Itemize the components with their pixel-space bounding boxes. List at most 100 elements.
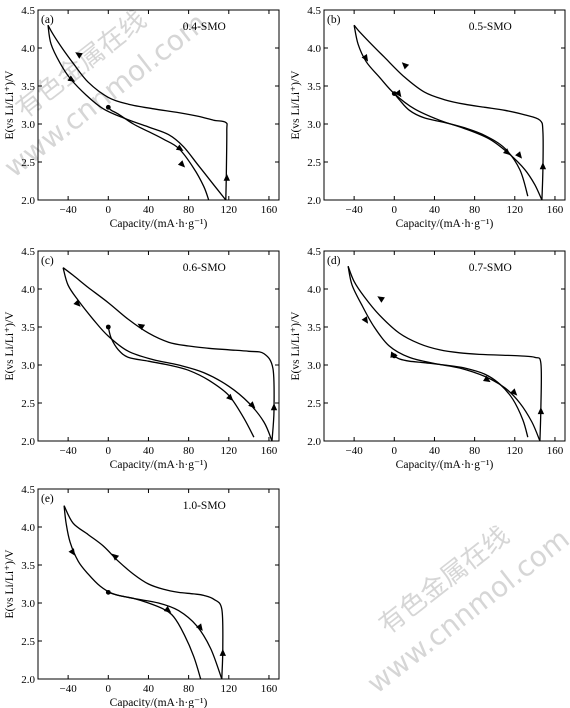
cv-curve-segment — [108, 591, 202, 679]
x-tick-label: 160 — [547, 204, 564, 216]
cv-curve-segment — [62, 267, 275, 441]
direction-arrow — [483, 375, 491, 383]
y-tick-label: 3.5 — [21, 322, 35, 334]
plot-frame — [37, 9, 280, 201]
sample-label: 0.4-SMO — [183, 21, 226, 33]
y-tick-label: 3.0 — [21, 598, 35, 610]
x-tick-label: −40 — [346, 204, 364, 216]
x-tick-label: −40 — [60, 683, 78, 695]
start-point-marker — [391, 91, 397, 96]
sample-label: 0.5-SMO — [469, 21, 512, 33]
y-axis-label: E(vs Li/Li⁺)/V — [290, 311, 302, 381]
cv-curve-segment — [107, 106, 210, 200]
y-tick-label: 4.5 — [307, 5, 321, 17]
y-tick-label: 4.5 — [21, 5, 35, 17]
cv-curve-segment — [63, 505, 223, 679]
y-axis-label: E(vs Li/Li⁺)/V — [4, 311, 16, 381]
chart-panel: −40 0 40 80 120 160 2.0 2.5 3.0 3.5 4.0 4.5 Capacity… — [290, 246, 566, 471]
chart-panel: −40 0 40 80 120 160 2.0 2.5 3.0 3.5 4.0 4.5 Capacity… — [4, 246, 280, 471]
start-point-marker — [105, 104, 111, 110]
y-tick-label: 4.0 — [21, 522, 35, 534]
x-tick-label: 0 — [106, 445, 112, 457]
panel-label: (a) — [41, 14, 54, 26]
cv-curve-segment — [107, 326, 255, 438]
direction-arrow — [401, 62, 410, 70]
direction-arrow — [515, 151, 522, 159]
panel-label: (c) — [41, 255, 54, 267]
x-tick-label: 0 — [106, 204, 112, 216]
start-point-marker — [105, 324, 111, 330]
x-tick-label: 40 — [143, 683, 155, 695]
y-tick-label: 2.5 — [21, 636, 35, 648]
chart-panel: −40 0 40 80 120 160 2.0 2.5 3.0 3.5 4.0 4.5 Capacity… — [4, 5, 280, 230]
cv-curve-segment — [47, 24, 228, 200]
y-tick-label: 2.0 — [307, 436, 321, 448]
x-tick-label: 120 — [507, 445, 524, 457]
x-tick-label: 80 — [183, 683, 195, 695]
direction-arrow — [177, 160, 186, 168]
x-tick-label: 120 — [221, 445, 238, 457]
x-tick-label: 40 — [143, 204, 155, 216]
x-axis-label: Capacity/(mA·h·g⁻¹) — [110, 697, 208, 708]
x-tick-label: 120 — [221, 204, 238, 216]
direction-arrow — [539, 162, 547, 170]
y-tick-label: 3.5 — [21, 560, 35, 572]
panel-label: (b) — [327, 14, 341, 26]
y-tick-label: 4.5 — [307, 246, 321, 258]
y-tick-label: 4.0 — [21, 284, 35, 296]
y-tick-label: 2.0 — [21, 436, 35, 448]
y-tick-label: 4.0 — [307, 284, 321, 296]
y-tick-label: 4.5 — [21, 484, 35, 496]
x-tick-label: 0 — [392, 445, 398, 457]
direction-arrow — [361, 54, 369, 62]
x-tick-label: 160 — [547, 445, 564, 457]
y-axis-label: E(vs Li/Li⁺)/V — [290, 70, 302, 140]
x-tick-label: 160 — [261, 445, 278, 457]
y-axis-label: E(vs Li/Li⁺)/V — [4, 70, 16, 140]
x-axis-label: Capacity/(mA·h·g⁻¹) — [110, 459, 208, 471]
y-tick-label: 2.5 — [307, 157, 321, 169]
direction-arrow — [219, 648, 226, 656]
x-tick-label: 80 — [183, 445, 195, 457]
y-tick-label: 2.0 — [21, 674, 35, 686]
y-axis-label: E(vs Li/Li⁺)/V — [4, 549, 16, 619]
cv-curve-segment — [393, 355, 529, 438]
y-tick-label: 3.0 — [307, 360, 321, 372]
x-tick-label: −40 — [60, 445, 78, 457]
direction-arrow — [503, 148, 511, 156]
direction-arrow — [226, 393, 234, 401]
direction-arrow — [73, 299, 81, 307]
y-tick-label: 4.5 — [21, 246, 35, 258]
cv-curve-segment — [347, 265, 543, 441]
cv-curve-segment — [62, 267, 273, 441]
chart-panel: −40 0 40 80 120 160 2.0 2.5 3.0 3.5 4.0 4.5 Capacity… — [4, 484, 280, 708]
x-tick-label: 40 — [429, 204, 441, 216]
x-tick-label: 0 — [392, 204, 398, 216]
x-axis-label: Capacity/(mA·h·g⁻¹) — [396, 459, 494, 471]
direction-arrow — [377, 296, 385, 303]
panel-label: (e) — [41, 493, 54, 505]
direction-arrow — [163, 605, 172, 613]
direction-arrow — [223, 173, 230, 181]
direction-arrow — [270, 403, 278, 411]
x-tick-label: 120 — [507, 204, 524, 216]
x-tick-label: −40 — [346, 445, 364, 457]
panels-layer: −40 0 40 80 120 160 2.0 2.5 3.0 3.5 4.0 4.5 Capacity… — [4, 5, 566, 708]
direction-arrow — [111, 553, 120, 561]
x-tick-label: 0 — [106, 683, 112, 695]
plot-frame — [37, 488, 280, 680]
y-tick-label: 2.0 — [307, 195, 321, 207]
sample-label: 0.6-SMO — [183, 262, 226, 274]
y-tick-label: 3.5 — [307, 81, 321, 93]
y-tick-label: 2.5 — [21, 398, 35, 410]
x-axis-label: Capacity/(mA·h·g⁻¹) — [396, 218, 494, 230]
y-tick-label: 4.0 — [307, 43, 321, 55]
x-axis-label: Capacity/(mA·h·g⁻¹) — [110, 218, 208, 230]
direction-arrow — [175, 144, 184, 151]
y-tick-label: 3.5 — [307, 322, 321, 334]
panel-label: (d) — [327, 255, 341, 267]
y-tick-label: 3.0 — [21, 360, 35, 372]
